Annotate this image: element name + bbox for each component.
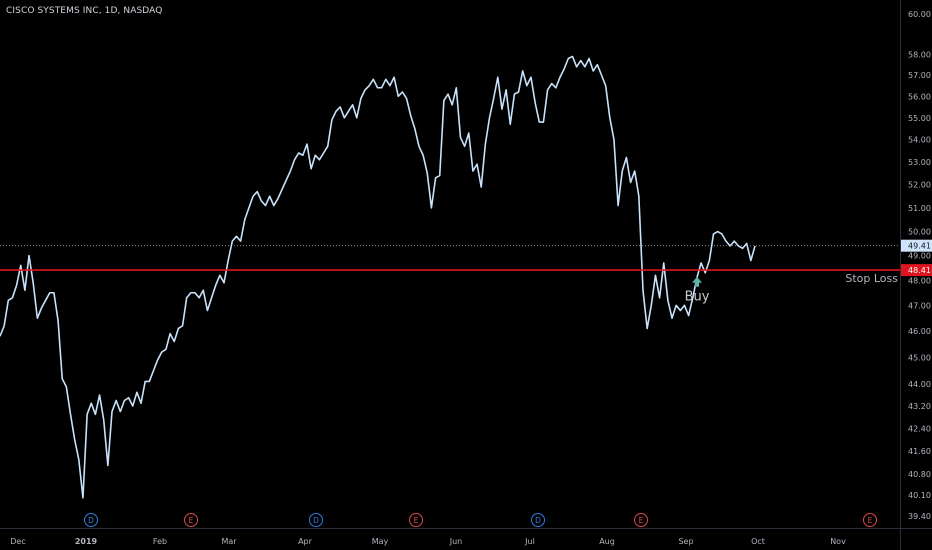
y-tick-label: 58.00 [908,50,931,59]
y-tick-label: 50.00 [908,228,931,237]
x-tick-label: Apr [298,537,313,546]
x-tick-label: Jun [449,537,463,546]
y-tick-label: 41.60 [908,447,931,456]
y-tick-label: 55.00 [908,114,931,123]
y-tick-label: 49.00 [908,252,931,261]
x-tick-label: Sep [678,537,693,546]
stop-loss-price-tag [901,264,932,277]
y-tick-label: 51.00 [908,204,931,213]
earnings-event-icon[interactable] [863,513,877,527]
y-tick-label: 57.00 [908,71,931,80]
y-tick-label: 42.40 [908,424,931,433]
y-tick-label: 39.40 [908,512,931,521]
y-tick-label: 52.00 [908,181,931,190]
earnings-event-label: E [189,516,194,525]
earnings-event-icon[interactable] [184,513,198,527]
x-tick-label: Dec [10,537,25,546]
x-tick-label: Aug [599,537,615,546]
y-tick-label: 47.00 [908,301,931,310]
buy-arrow-icon [692,276,702,287]
dividend-event-label: D [535,516,541,525]
current-price-tag [901,239,932,252]
y-tick-label: 45.00 [908,353,931,362]
x-tick-label: May [372,537,389,546]
earnings-event-label: E [414,516,419,525]
earnings-event-label: E [868,516,873,525]
y-tick-label: 40.80 [908,470,931,479]
stop-loss-price-text: 48.41 [908,266,931,275]
x-tick-label: 2019 [75,537,98,546]
dividend-event-icon[interactable] [531,513,545,527]
price-series-line [0,55,756,499]
x-tick-label: Jul [524,537,535,546]
y-tick-label: 43.20 [908,402,931,411]
earnings-event-label: E [639,516,644,525]
x-tick-label: Feb [153,537,167,546]
earnings-event-icon[interactable] [634,513,648,527]
x-tick-label: Mar [221,537,237,546]
y-tick-label: 53.00 [908,158,931,167]
dividend-event-label: D [313,516,319,525]
current-price-text: 49.41 [908,242,931,251]
earnings-event-icon[interactable] [409,513,423,527]
y-tick-label: 56.00 [908,92,931,101]
dividend-event-label: D [88,516,94,525]
y-tick-label: 60.00 [908,10,931,19]
dividend-event-icon[interactable] [84,513,98,527]
chart-title: CISCO SYSTEMS INC, 1D, NASDAQ [6,6,163,16]
y-tick-label: 40.10 [908,491,931,500]
buy-label: Buy [685,290,710,305]
y-tick-label: 44.00 [908,380,931,389]
y-tick-label: 46.00 [908,327,931,336]
y-tick-label: 54.00 [908,136,931,145]
x-tick-label: Nov [830,537,846,546]
dividend-event-icon[interactable] [309,513,323,527]
x-tick-label: Oct [751,537,765,546]
stop-loss-label: Stop Loss [845,272,898,285]
y-tick-label: 48.00 [908,276,931,285]
